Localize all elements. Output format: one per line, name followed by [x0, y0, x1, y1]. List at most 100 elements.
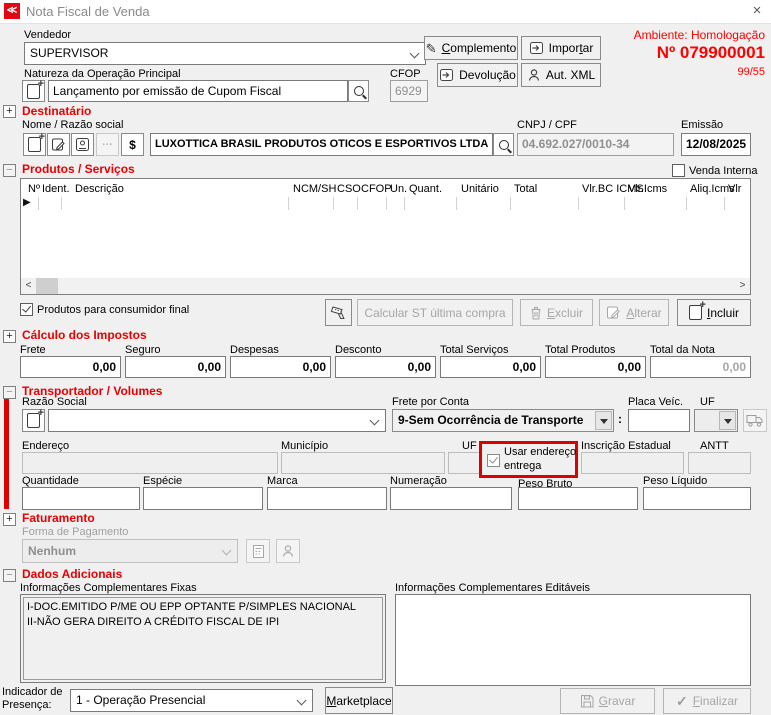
scroll-right-button[interactable]: > — [739, 280, 746, 291]
endereco-label: Endereço — [22, 440, 70, 452]
h-scrollbar[interactable]: < > — [21, 278, 750, 294]
forma-pagamento-select: Nenhum — [22, 539, 238, 563]
excluir-button: Excluir — [520, 299, 593, 326]
alterar-button: Alterar — [599, 299, 669, 326]
importar-label: Importar — [548, 41, 594, 55]
peso-bruto-input[interactable] — [518, 487, 638, 510]
alterar-label: Alterar — [626, 305, 662, 320]
devolucao-label: Devolução — [459, 68, 516, 82]
numeracao-label: Numeração — [390, 475, 447, 487]
dropdown-button[interactable] — [719, 411, 736, 430]
col-vlricms: Vlr.Icms — [628, 183, 668, 195]
finalizar-button: ✓ Finalizar — [663, 688, 751, 714]
complemento-button[interactable]: ✎ Complemento — [424, 36, 518, 60]
importar-button[interactable]: Importar — [521, 36, 601, 60]
parcelas-button — [246, 539, 270, 563]
edit-icon — [607, 306, 621, 319]
nome-search-button[interactable] — [493, 133, 514, 156]
frete-conta-select[interactable]: 9-Sem Ocorrência de Transporte — [392, 409, 614, 432]
total-servicos-label: Total Serviços — [440, 344, 509, 356]
person-card-icon — [76, 138, 89, 151]
new-natureza-button[interactable] — [22, 78, 45, 102]
despesas-label: Despesas — [230, 344, 279, 356]
total-servicos-field[interactable]: 0,00 — [440, 356, 541, 378]
produtos-title: Produtos / Serviços — [22, 162, 135, 176]
editaveis-textarea[interactable] — [395, 594, 751, 686]
new-document-icon — [27, 78, 44, 99]
fixas-label: Informações Complementares Fixas — [20, 582, 197, 594]
col-total: Total — [514, 183, 538, 195]
vendedor-select[interactable]: SUPERVISOR — [24, 42, 426, 65]
destinatario-expander[interactable]: + — [3, 105, 16, 118]
chevron-down-icon — [296, 695, 307, 706]
person-icon — [528, 69, 539, 81]
dollar-transfer-icon: $ — [129, 137, 136, 152]
calcular-st-label: Calcular ST última compra — [364, 305, 506, 320]
scroll-thumb[interactable] — [36, 278, 58, 294]
currency-button[interactable]: $ — [121, 133, 144, 156]
consumidor-final-checkbox[interactable] — [20, 303, 33, 316]
quantidade-input[interactable] — [22, 487, 140, 510]
dados-expander[interactable]: − — [3, 569, 16, 582]
peso-liquido-input[interactable] — [643, 487, 751, 510]
new-record-button[interactable] — [23, 131, 46, 156]
close-icon[interactable]: × — [752, 2, 762, 19]
nome-value: LUXOTTICA BRASIL PRODUTOS OTICOS E ESPOR… — [155, 138, 489, 150]
endereco-field — [22, 452, 278, 474]
vendedor-value: SUPERVISOR — [30, 46, 109, 60]
marketplace-button[interactable]: Marketplace — [325, 687, 393, 714]
municipio-label: Município — [281, 440, 329, 452]
natureza-input[interactable]: Lançamento por emissão de Cupom Fiscal — [48, 80, 348, 102]
chevron-down-icon — [221, 545, 232, 556]
venda-interna-label: Venda Interna — [689, 165, 758, 177]
especie-input[interactable] — [143, 487, 263, 510]
uf2-label: UF — [462, 440, 477, 452]
dropdown-button[interactable] — [595, 411, 612, 430]
numeracao-input[interactable] — [390, 487, 512, 510]
faturamento-title: Faturamento — [22, 511, 95, 525]
chevron-down-icon — [409, 48, 420, 59]
new-transportador-button[interactable] — [22, 407, 45, 432]
scroll-left-button[interactable]: < — [25, 280, 32, 291]
marca-input[interactable] — [267, 487, 387, 510]
products-table[interactable] — [20, 178, 751, 295]
frete-field[interactable]: 0,00 — [20, 356, 121, 378]
usar-endereco-highlight: Usar endereço entrega — [479, 441, 578, 478]
uf-select[interactable] — [694, 409, 738, 432]
impostos-expander[interactable]: + — [3, 330, 16, 343]
col-ident: Ident. — [42, 183, 70, 195]
incluir-button[interactable]: Incluir — [677, 299, 751, 326]
emissao-field[interactable]: 12/08/2025 — [681, 133, 751, 156]
barcode-scanner-button[interactable] — [325, 299, 352, 326]
frete-conta-value: 9-Sem Ocorrência de Transporte — [398, 413, 584, 427]
pencil-icon: ✎ — [425, 40, 437, 56]
seguro-field[interactable]: 0,00 — [125, 356, 226, 378]
nome-label: Nome / Razão social — [22, 119, 124, 131]
peso-liquido-label: Peso Líquido — [643, 475, 708, 487]
natureza-search-button[interactable] — [348, 80, 369, 102]
invoice-series: 99/55 — [737, 66, 765, 78]
total-produtos-field[interactable]: 0,00 — [545, 356, 646, 378]
edit-record-button[interactable] — [47, 133, 70, 156]
faturamento-expander[interactable]: + — [3, 513, 16, 526]
aut-xml-button[interactable]: Aut. XML — [521, 63, 601, 87]
devolucao-button[interactable]: Devolução — [437, 63, 518, 87]
contact-card-button[interactable] — [71, 133, 94, 156]
indicador-presenca-value: 1 - Operação Presencial — [76, 693, 206, 707]
despesas-field[interactable]: 0,00 — [230, 356, 331, 378]
indicador-presenca-select[interactable]: 1 - Operação Presencial — [70, 689, 313, 712]
nome-input[interactable]: LUXOTTICA BRASIL PRODUTOS OTICOS E ESPOR… — [150, 133, 493, 156]
placa-input[interactable] — [628, 409, 690, 432]
forma-pagamento-value: Nenhum — [28, 544, 76, 558]
desconto-field[interactable]: 0,00 — [335, 356, 436, 378]
usar-endereco-checkbox[interactable] — [487, 454, 500, 467]
inscricao-label: Inscrição Estadual — [581, 440, 671, 452]
impostos-title: Cálculo dos Impostos — [22, 328, 147, 342]
municipio-field — [281, 452, 445, 474]
search-icon — [353, 86, 364, 96]
venda-interna-checkbox[interactable] — [672, 164, 685, 177]
chevron-down-icon — [369, 415, 380, 426]
razao-social-select[interactable] — [48, 409, 386, 432]
transportador-expander[interactable]: − — [3, 386, 16, 399]
produtos-expander[interactable]: − — [3, 164, 16, 177]
